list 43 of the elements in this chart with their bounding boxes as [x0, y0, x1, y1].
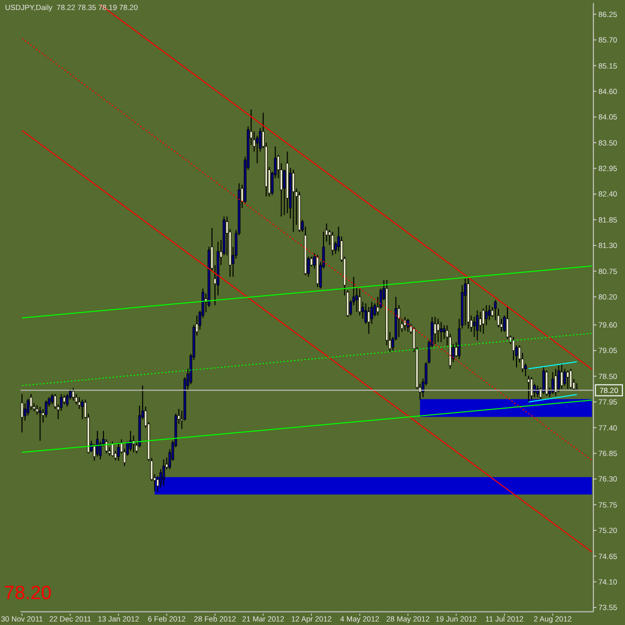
candlestick — [542, 366, 545, 395]
candlestick — [482, 308, 485, 334]
candlestick — [485, 304, 488, 326]
candlestick — [554, 368, 558, 396]
candlestick — [50, 394, 54, 405]
candlestick — [96, 430, 99, 458]
candlestick — [563, 368, 566, 386]
candlestick — [557, 365, 560, 393]
candlestick — [569, 368, 572, 390]
candlestick — [560, 363, 564, 390]
candlestick — [129, 430, 132, 452]
candlestick — [292, 169, 295, 232]
candlestick — [132, 435, 135, 453]
candlestick — [398, 304, 400, 338]
candlestick — [162, 458, 166, 487]
candlestick — [66, 394, 69, 408]
annotation: 78.20 — [4, 583, 52, 604]
candlestick — [530, 376, 533, 400]
candlestick — [38, 406, 42, 442]
candlestick — [551, 372, 554, 395]
candlestick — [62, 394, 66, 405]
candlestick — [472, 316, 476, 338]
candlestick — [406, 318, 410, 332]
candlestick — [478, 311, 482, 332]
candlestick — [464, 278, 467, 326]
candlestick — [566, 370, 570, 390]
candlestick — [331, 231, 334, 256]
candlestick — [436, 318, 440, 343]
candlestick — [117, 442, 120, 462]
candlestick — [527, 375, 530, 403]
candlestick — [476, 310, 479, 341]
candlestick — [434, 316, 436, 345]
candlestick — [440, 322, 442, 343]
candlestick — [72, 387, 75, 402]
candlestick — [111, 441, 114, 458]
candlestick — [256, 135, 259, 164]
candlestick — [78, 396, 81, 410]
candlestick — [20, 394, 24, 433]
candlestick — [80, 399, 84, 420]
candlestick — [358, 288, 362, 316]
candlestick — [545, 370, 548, 396]
candlestick — [24, 402, 26, 422]
candlestick — [404, 316, 406, 331]
